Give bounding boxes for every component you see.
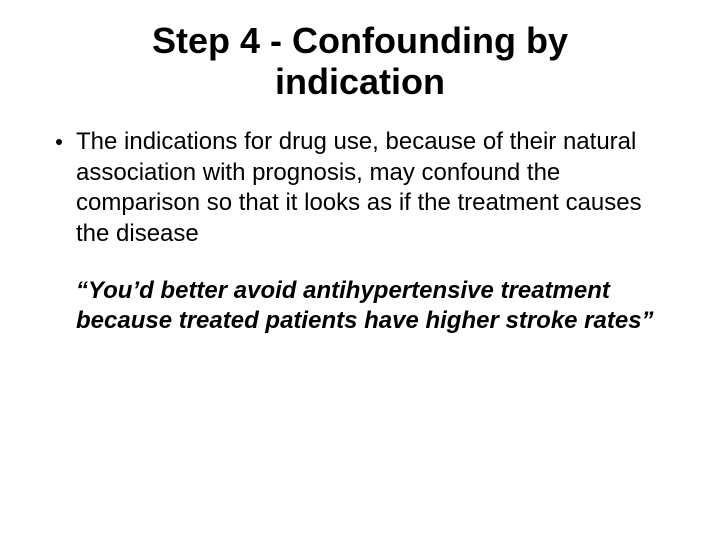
title-line-2: indication — [275, 61, 445, 102]
bullet-text: The indications for drug use, because of… — [76, 127, 672, 250]
bullet-dot-icon — [56, 139, 62, 145]
slide-container: Step 4 - Confounding by indication The i… — [0, 0, 720, 540]
quote-text: “You’d better avoid antihypertensive tre… — [76, 276, 672, 337]
bullet-item: The indications for drug use, because of… — [56, 127, 672, 250]
slide-title: Step 4 - Confounding by indication — [48, 20, 672, 103]
bullet-list: The indications for drug use, because of… — [48, 127, 672, 337]
title-line-1: Step 4 - Confounding by — [152, 20, 568, 61]
